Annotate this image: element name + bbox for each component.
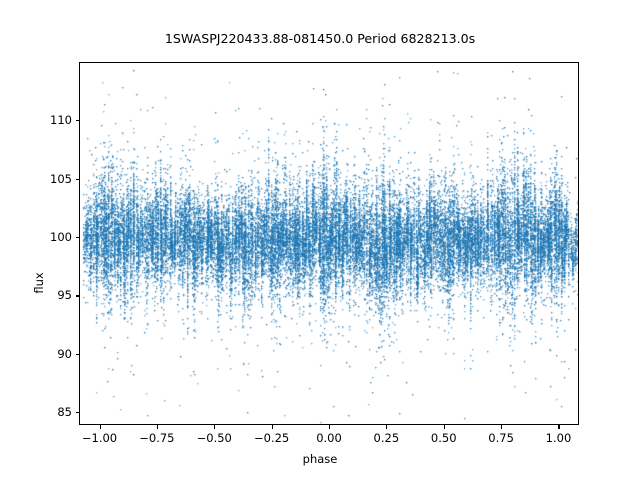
y-tick-mark <box>75 237 79 239</box>
y-tick-mark <box>75 412 79 414</box>
x-tick-label: −1.00 <box>81 431 118 445</box>
y-tick-label: 85 <box>57 405 72 420</box>
x-tick-mark <box>99 425 101 429</box>
plot-axes-area <box>79 62 579 425</box>
y-tick-mark <box>75 353 79 355</box>
y-tick-label: 90 <box>57 346 72 361</box>
x-tick-mark <box>501 425 503 429</box>
x-tick-label: 0.00 <box>316 431 342 445</box>
x-tick-label: −0.75 <box>139 431 175 445</box>
y-tick-mark <box>75 295 79 297</box>
y-tick-mark <box>75 178 79 180</box>
x-tick-label: 0.25 <box>373 431 400 445</box>
page-title: 1SWASPJ220433.88-081450.0 Period 6828213… <box>164 31 476 46</box>
x-tick-mark <box>386 425 388 429</box>
y-tick-label: 105 <box>50 171 72 186</box>
y-tick-mark <box>75 120 79 122</box>
x-tick-label: −0.50 <box>196 431 232 445</box>
x-tick-mark <box>329 425 331 429</box>
x-tick-mark <box>271 425 273 429</box>
x-tick-mark <box>443 425 445 429</box>
x-tick-label: 1.00 <box>545 431 572 445</box>
x-tick-mark <box>558 425 560 429</box>
y-tick-label: 95 <box>57 288 72 303</box>
scatter-data-layer <box>80 63 578 424</box>
x-tick-label: 0.75 <box>488 431 514 445</box>
x-tick-label: 0.50 <box>430 431 457 445</box>
y-tick-label: 100 <box>50 230 72 245</box>
x-tick-label: −0.25 <box>254 431 290 445</box>
x-tick-mark <box>214 425 216 429</box>
x-axis-label: phase <box>302 452 338 466</box>
y-axis-label: flux <box>32 272 46 294</box>
x-tick-mark <box>156 425 158 429</box>
y-tick-label: 110 <box>50 113 72 128</box>
